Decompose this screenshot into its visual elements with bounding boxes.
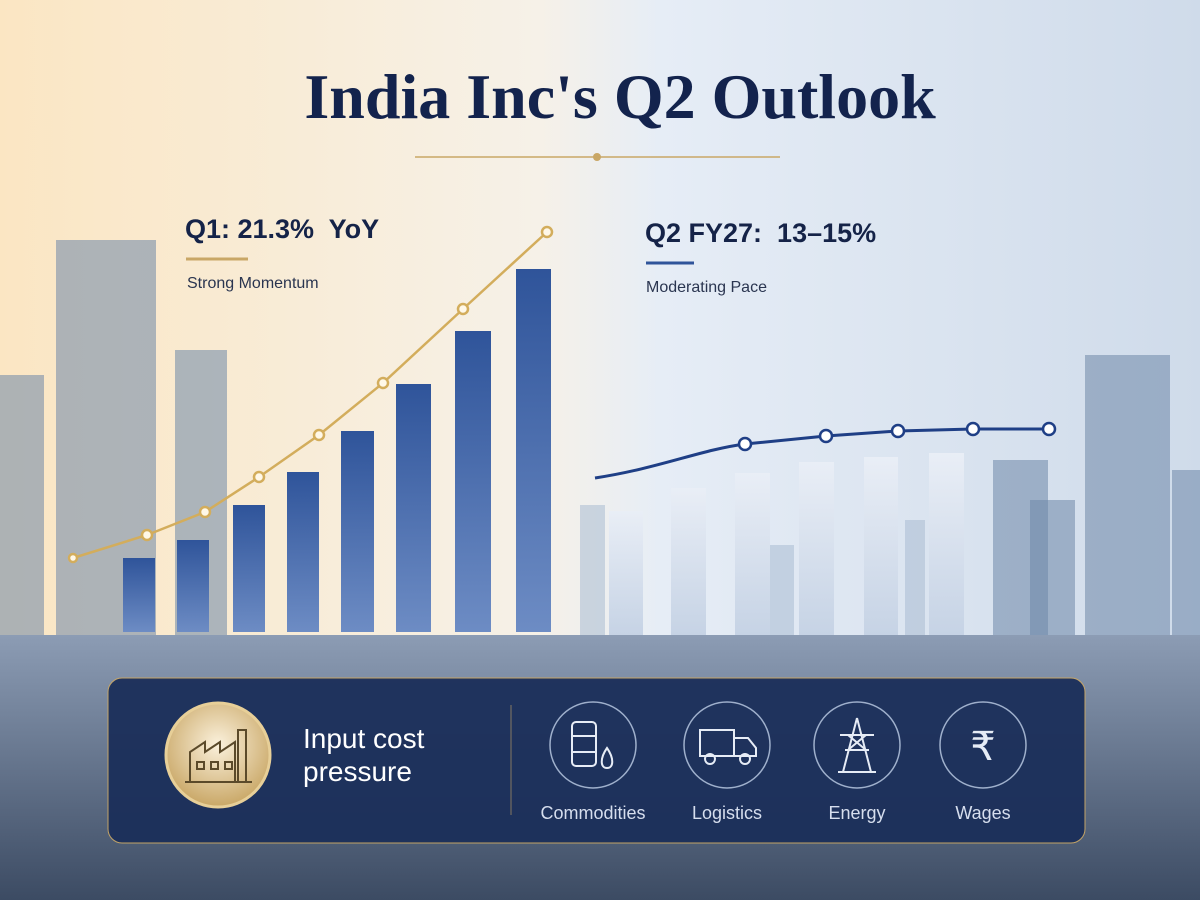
barrel-icon	[571, 721, 614, 770]
cost-item: Wages	[955, 803, 1010, 823]
cost-item: Commodities	[540, 803, 645, 823]
panel-title-line: Input cost	[303, 723, 425, 754]
moderating-bars	[609, 453, 964, 635]
cost-item: Energy	[828, 803, 885, 823]
right-subheading: Moderating Pace	[646, 279, 767, 296]
growth-line	[67, 225, 554, 564]
moderating-line	[594, 421, 1057, 480]
tower-icon	[838, 717, 876, 773]
rupee-icon: ₹	[970, 725, 995, 769]
right-heading: Q2 FY27: 13–15%	[645, 218, 876, 248]
left-subheading: Strong Momentum	[187, 275, 319, 292]
title: India Inc's Q2 Outlook	[304, 61, 936, 132]
truck-icon	[699, 729, 757, 765]
panel-title-line: pressure	[303, 756, 412, 787]
item-circles	[549, 701, 1027, 789]
factory-icon	[185, 729, 252, 783]
divider-dot	[593, 153, 601, 161]
growth-bars	[123, 269, 551, 632]
left-heading: Q1: 21.3% YoY	[185, 214, 379, 244]
factory-badge	[164, 701, 272, 809]
cost-item: Logistics	[692, 803, 762, 823]
